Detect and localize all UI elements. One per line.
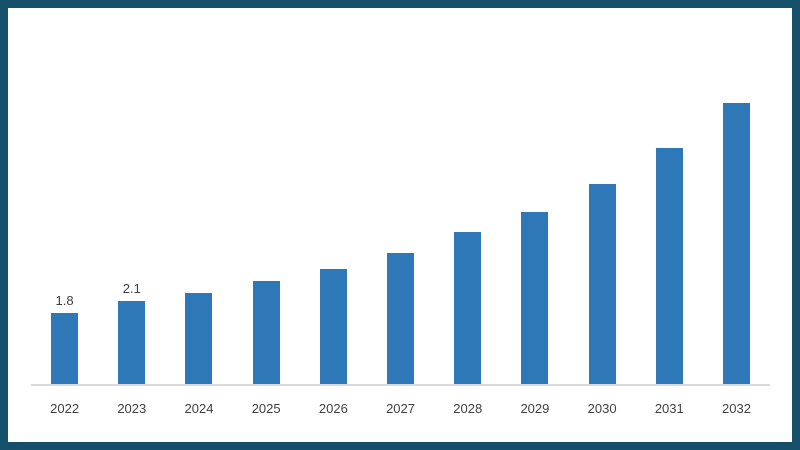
bar-2023 (118, 301, 146, 386)
bar-data-label: 1.8 (55, 293, 74, 308)
bar-data-label: 2.1 (122, 281, 141, 296)
bar-slot (165, 8, 232, 386)
x-tick-label: 2026 (318, 401, 348, 416)
x-tick-label: 2028 (453, 401, 483, 416)
bar-2024 (185, 293, 213, 386)
x-tick-label: 2024 (184, 401, 214, 416)
x-tick-label: 2031 (654, 401, 684, 416)
x-tick-label: 2025 (251, 401, 281, 416)
bar-2025 (252, 281, 280, 386)
bar-chart-plot-area: 1.8 2.1 (31, 8, 770, 386)
bar-slot: 2.1 (98, 8, 165, 386)
x-tick-label: 2027 (386, 401, 415, 416)
bar-slot (636, 8, 703, 386)
bar-slot (569, 8, 636, 386)
x-tick-label: 2030 (587, 401, 617, 416)
bar-slot: 1.8 (31, 8, 98, 386)
bar-2026 (319, 269, 347, 386)
bar-2032 (722, 103, 750, 386)
x-tick-label: 2029 (520, 401, 550, 416)
bar-slot (367, 8, 434, 386)
bar-slot (233, 8, 300, 386)
bar-slot (300, 8, 367, 386)
bar-2031 (655, 148, 683, 386)
bar-2028 (454, 232, 482, 386)
bar-slot (501, 8, 568, 386)
x-tick-label: 2023 (117, 401, 147, 416)
bar-slot (434, 8, 501, 386)
bar-2022 (51, 313, 79, 386)
x-tick-label: 2022 (50, 401, 80, 416)
bar-2027 (387, 253, 415, 386)
x-axis-line (31, 384, 770, 386)
bar-2029 (521, 212, 549, 386)
bar-slot (703, 8, 770, 386)
x-axis-labels: 2022 2023 2024 2025 2026 2027 2028 2029 2030 2031… (31, 401, 770, 417)
bar-2030 (588, 184, 616, 386)
x-tick-label: 2032 (722, 401, 751, 416)
